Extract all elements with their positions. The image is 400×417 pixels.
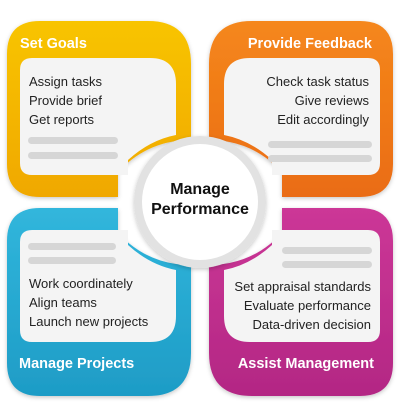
center-title: Manage Performance	[125, 180, 275, 220]
list-item: Align teams	[29, 295, 97, 310]
center-title-line-1: Manage	[170, 181, 230, 198]
quadrant-title-set-goals: Set Goals	[20, 36, 87, 52]
list-item: Get reports	[29, 112, 95, 127]
list-item: Assign tasks	[29, 74, 102, 89]
provide-feedback-list: Check task status Give reviews Edit acco…	[266, 72, 369, 129]
quadrant-title-assist-management: Assist Management	[237, 356, 374, 372]
placeholder-bar	[28, 243, 116, 250]
card-assist-management	[224, 230, 380, 342]
list-item: Check task status	[266, 74, 369, 89]
center-circle	[142, 144, 258, 260]
set-goals-list: Assign tasks Provide brief Get reports	[29, 72, 102, 129]
quadrant-title-provide-feedback: Provide Feedback	[247, 36, 372, 52]
placeholder-bar	[28, 137, 118, 144]
placeholder-bar	[28, 152, 118, 159]
center-title-line-2: Performance	[151, 201, 249, 218]
assist-management-list: Set appraisal standards Evaluate perform…	[234, 277, 371, 334]
placeholder-bar	[268, 141, 372, 148]
list-item: Data-driven decision	[252, 317, 371, 332]
list-item: Evaluate performance	[243, 298, 371, 313]
list-item: Give reviews	[294, 93, 369, 108]
placeholder-bar	[282, 247, 372, 254]
card-set-goals	[20, 58, 176, 175]
placeholder-bar	[28, 257, 116, 264]
list-item: Set appraisal standards	[234, 279, 371, 294]
quadrant-title-manage-projects: Manage Projects	[19, 356, 135, 372]
list-item: Work coordinately	[29, 276, 133, 291]
placeholder-bar	[268, 155, 372, 162]
manage-projects-list: Work coordinately Align teams Launch new…	[29, 274, 148, 331]
list-item: Edit accordingly	[277, 112, 369, 127]
list-item: Launch new projects	[29, 314, 149, 329]
list-item: Provide brief	[29, 93, 102, 108]
placeholder-bar	[282, 261, 372, 268]
